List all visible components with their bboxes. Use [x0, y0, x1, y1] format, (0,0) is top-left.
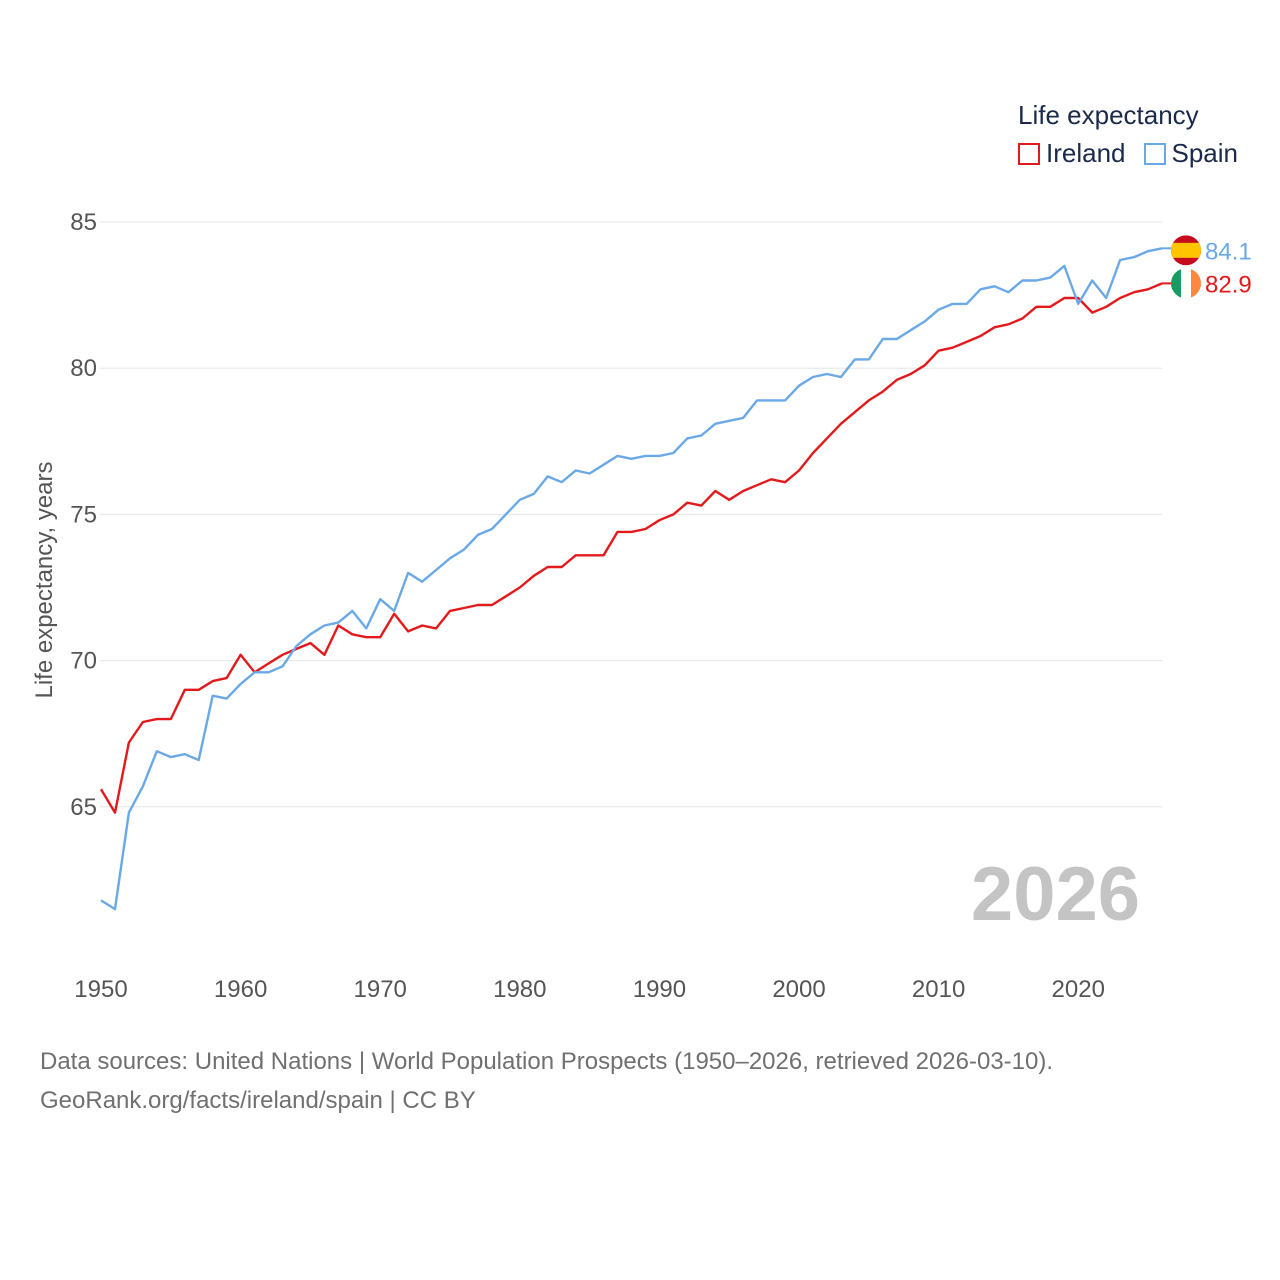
y-tick-label-75: 75 [70, 501, 97, 528]
ireland-flag-icon [1171, 268, 1201, 299]
series-line-ireland [99, 282, 1163, 814]
x-tick-label-1970: 1970 [354, 976, 407, 1003]
spain-flag-icon [1171, 235, 1201, 266]
year-watermark: 2026 [971, 852, 1140, 937]
legend-label-ireland: Ireland [1046, 138, 1126, 168]
y-axis-label: Life expectancy, years [31, 461, 58, 698]
x-tick-label-2000: 2000 [772, 976, 825, 1003]
series-line-spain [100, 247, 1163, 911]
legend: Life expectancy Ireland Spain [1018, 98, 1256, 169]
x-tick-label-2020: 2020 [1052, 976, 1105, 1003]
y-tick-label-85: 85 [70, 209, 97, 236]
footer: Data sources: United Nations | World Pop… [40, 1042, 1053, 1120]
x-axis-ticks: 1950 1960 1970 1980 1990 2000 2010 2020 [74, 976, 1105, 1003]
ireland-swatch [1018, 142, 1040, 165]
x-tick-label-1990: 1990 [633, 976, 686, 1003]
y-tick-label-70: 70 [70, 648, 97, 675]
y-tick-label-65: 65 [70, 794, 97, 821]
legend-label-spain: Spain [1171, 138, 1239, 168]
attribution-line[interactable]: GeoRank.org/facts/ireland/spain | CC BY [40, 1087, 476, 1114]
legend-item-spain[interactable]: Spain [1143, 138, 1239, 169]
ireland-end-value: 82.9 [1205, 271, 1252, 298]
legend-item-ireland[interactable]: Ireland [1018, 138, 1126, 169]
x-tick-label-1980: 1980 [493, 976, 546, 1003]
x-tick-label-1950: 1950 [74, 976, 127, 1003]
y-tick-label-80: 80 [70, 355, 97, 382]
y-axis-ticks: 65 70 75 80 85 [70, 209, 97, 821]
spain-end-value: 84.1 [1205, 238, 1252, 265]
legend-title: Life expectancy [1018, 100, 1199, 130]
end-labels: 82.9 84.1 [1162, 235, 1252, 299]
source-line: Data sources: United Nations | World Pop… [40, 1048, 1054, 1075]
x-tick-label-2010: 2010 [912, 976, 965, 1003]
x-tick-label-1960: 1960 [214, 976, 267, 1003]
grid-lines [100, 221, 1162, 808]
series-lines [99, 247, 1163, 911]
spain-swatch [1143, 142, 1166, 165]
legend-items: Ireland Spain [1018, 138, 1256, 169]
